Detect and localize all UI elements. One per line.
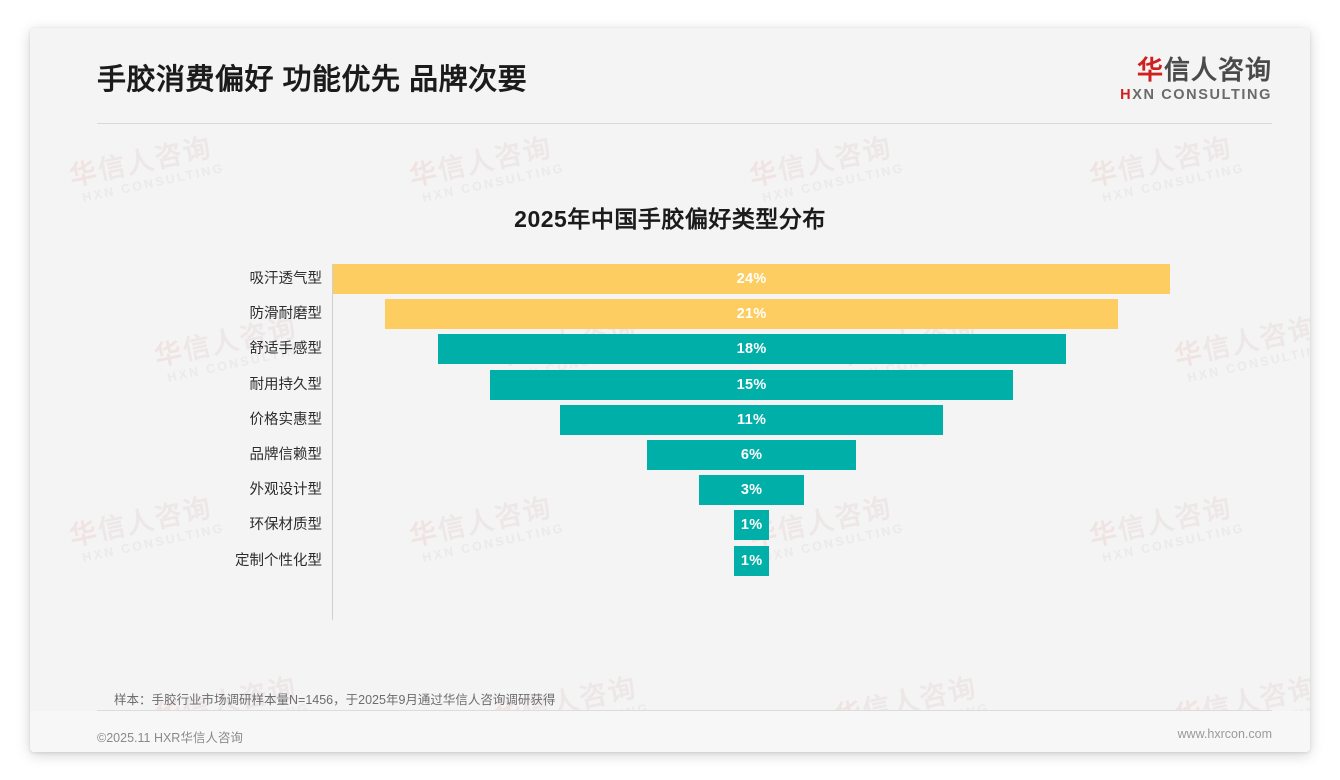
chart-bar-row: 外观设计型 3% [100, 475, 1240, 506]
chart-bar-row: 防滑耐磨型 21% [100, 299, 1240, 330]
bar-value-label: 15% [736, 376, 767, 393]
bar-track: 6% [333, 440, 1240, 470]
bar-category-label: 环保材质型 [249, 517, 323, 534]
bar-category-label: 价格实惠型 [249, 411, 323, 428]
footer-website-link[interactable]: www.hxrcon.com [1177, 727, 1272, 741]
bar-category-label: 防滑耐磨型 [249, 306, 323, 323]
chart-bar-row: 定制个性化型 1% [100, 545, 1240, 576]
bar-track: 24% [333, 264, 1240, 294]
brand-logo-en-rest: XN CONSULTING [1132, 86, 1272, 103]
bar-category-label: 吸汗透气型 [249, 271, 323, 287]
brand-logo-chinese: 华信人咨询 [1120, 56, 1272, 85]
bar-category-label: 外观设计型 [249, 482, 323, 499]
chart-bar[interactable]: 1% [734, 545, 770, 576]
slide-header: 手胶消费偏好 功能优先 品牌次要 华信人咨询 HXN CONSULTING [30, 28, 1310, 124]
brand-logo: 华信人咨询 HXN CONSULTING [1120, 56, 1272, 104]
chart-title: 2025年中国手胶偏好类型分布 [514, 206, 826, 232]
bar-category-label: 定制个性化型 [235, 552, 322, 569]
chart-bar[interactable]: 18% [437, 334, 1066, 365]
chart-bar[interactable]: 11% [559, 404, 944, 435]
chart-bar-row: 舒适手感型 18% [100, 334, 1240, 365]
bar-value-label: 1% [740, 552, 763, 569]
page-title: 手胶消费偏好 功能优先 品牌次要 [97, 64, 528, 96]
header-divider [97, 123, 1272, 124]
chart-bar-row: 环保材质型 1% [100, 510, 1240, 541]
chart-bar[interactable]: 21% [385, 299, 1118, 330]
footer-copyright: ©2025.11 HXR华信人咨询 [97, 731, 243, 745]
bar-track: 1% [333, 545, 1240, 576]
chart-bar-row: 耐用持久型 15% [100, 369, 1240, 400]
chart-bar[interactable]: 15% [489, 369, 1014, 400]
bar-value-label: 11% [737, 411, 767, 428]
bar-track: 11% [333, 404, 1240, 435]
slide-card: 华信人咨询 HXN CONSULTING 华信人咨询 HXN CONSULTING 华信… [30, 28, 1310, 752]
bar-track: 1% [333, 510, 1240, 541]
bar-value-label: 18% [736, 341, 767, 358]
bar-track: 15% [333, 369, 1240, 400]
brand-logo-cn-first-char: 华 [1136, 55, 1164, 85]
source-note: 样本：手胶行业市场调研样本量N=1456，于2025年9月通过华信人咨询调研获得 [114, 693, 556, 707]
chart-bar[interactable]: 6% [646, 440, 857, 470]
bar-value-label: 21% [736, 306, 767, 323]
bar-value-label: 24% [736, 271, 767, 287]
chart-bar[interactable]: 24% [333, 264, 1171, 294]
bar-category-label: 耐用持久型 [249, 376, 323, 393]
funnel-bar-chart: 吸汗透气型 24% 防滑耐磨型 21% 舒适手感型 18% 耐用持久型 15% 价格实惠型 11%… [100, 260, 1240, 620]
brand-logo-cn-rest: 信人咨询 [1163, 55, 1272, 85]
bar-value-label: 6% [740, 447, 763, 463]
brand-logo-english: HXN CONSULTING [1120, 86, 1272, 104]
chart-bar-row: 吸汗透气型 24% [100, 264, 1240, 294]
bar-track: 21% [333, 299, 1240, 330]
bar-track: 18% [333, 334, 1240, 365]
bar-value-label: 1% [740, 517, 763, 534]
category-axis-line [332, 264, 333, 620]
chart-bar[interactable]: 1% [734, 510, 770, 541]
bar-category-label: 品牌信赖型 [249, 447, 323, 463]
footer-bar: ©2025.11 HXR华信人咨询 www.hxrcon.com [30, 711, 1310, 752]
chart-bar-row: 品牌信赖型 6% [100, 440, 1240, 470]
chart-bar[interactable]: 3% [699, 475, 804, 506]
bar-track: 3% [333, 475, 1240, 506]
bar-category-label: 舒适手感型 [249, 341, 323, 358]
bar-value-label: 3% [740, 482, 763, 499]
footer-divider [97, 710, 1272, 711]
chart-bar-row: 价格实惠型 11% [100, 404, 1240, 435]
brand-logo-en-first-char: H [1120, 86, 1133, 103]
